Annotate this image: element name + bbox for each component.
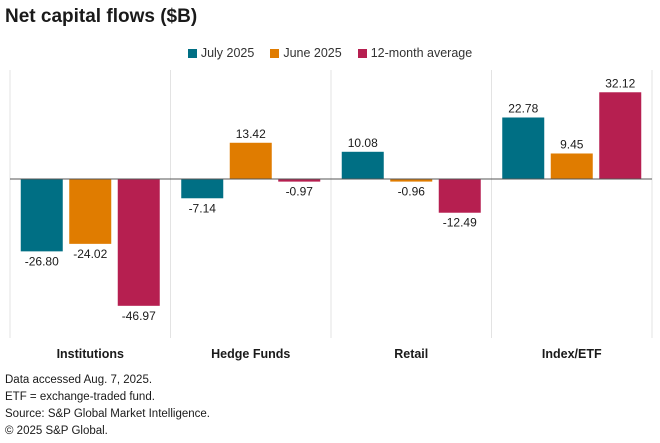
footnote-copyright: © 2025 S&P Global. [5,425,108,437]
data-label-hedge-funds-july-2025: -7.14 [189,201,217,215]
bar-index-etf-june-2025 [550,153,593,179]
legend-swatch-june [270,48,280,58]
category-label-index-etf: Index/ETF [542,347,602,361]
data-label-index-etf-july-2025: 22.78 [508,101,538,115]
bar-retail-july-2025 [341,151,384,179]
legend: July 2025 June 2025 12-month average [0,46,660,60]
bar-retail-june-2025 [390,179,433,182]
legend-item-july: July 2025 [187,46,255,60]
footnote-source: Source: S&P Global Market Intelligence. [5,408,210,420]
legend-swatch-july [187,48,197,58]
data-label-retail-july-2025: 10.08 [348,136,378,150]
bar-hedge-funds-june-2025 [229,142,272,179]
legend-label-june: June 2025 [283,46,342,60]
data-label-index-etf-12-month-average: 32.12 [605,76,635,90]
data-label-retail-12-month-average: -12.49 [443,216,477,230]
bar-index-etf-july-2025 [502,117,545,179]
bar-institutions-12-month-average [117,179,160,306]
data-label-retail-june-2025: -0.96 [398,185,426,199]
legend-label-12-month-average: 12-month average [370,46,473,60]
bar-institutions-june-2025 [69,179,112,244]
footnote-data-accessed: Data accessed Aug. 7, 2025. [5,374,153,386]
bar-hedge-funds-july-2025 [181,179,224,199]
data-label-hedge-funds-12-month-average: -0.97 [286,185,314,199]
legend-item-june: June 2025 [270,46,342,60]
legend-swatch-12-month-average [357,48,367,58]
data-label-hedge-funds-june-2025: 13.42 [236,127,266,141]
data-label-institutions-july-2025: -26.80 [25,254,59,268]
category-label-hedge-funds: Hedge Funds [211,347,290,361]
footnote-etf-definition: ETF = exchange-traded fund. [5,391,155,403]
legend-item-12-month-average: 12-month average [357,46,473,60]
bar-retail-12-month-average [438,179,481,213]
legend-label-july: July 2025 [200,46,255,60]
bar-chart: -26.80 -24.02 -46.97 Institutions -7.14 13.42… [9,70,653,361]
chart-title: Net capital flows ($B) [5,6,198,27]
footnotes: Data accessed Aug. 7, 2025. ETF = exchan… [5,372,210,440]
bar-institutions-july-2025 [20,179,63,252]
bar-index-etf-12-month-average [599,92,642,179]
category-label-retail: Retail [394,347,428,361]
bar-hedge-funds-12-month-average [278,179,321,182]
category-label-institutions: Institutions [57,347,124,361]
data-label-index-etf-june-2025: 9.45 [560,137,584,151]
data-label-institutions-june-2025: -24.02 [73,247,107,261]
data-label-institutions-12-month-average: -46.97 [122,309,156,323]
